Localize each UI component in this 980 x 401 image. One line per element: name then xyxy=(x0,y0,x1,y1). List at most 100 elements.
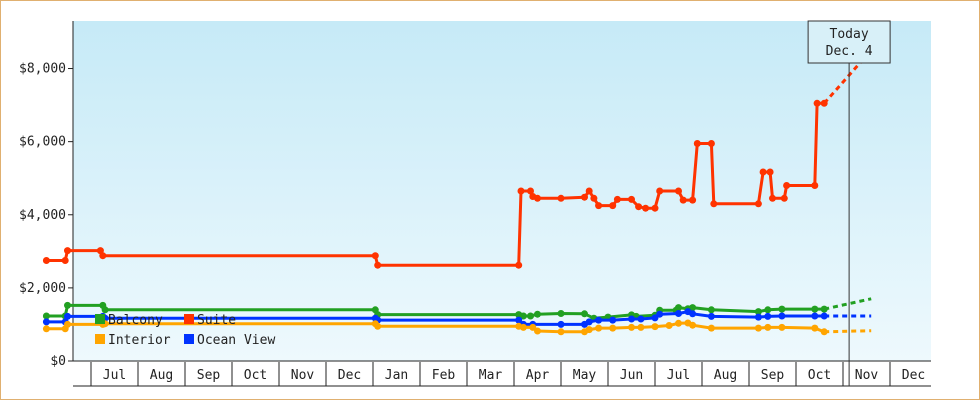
month-label: Dec xyxy=(338,368,361,383)
month-label: May xyxy=(573,368,597,383)
data-point xyxy=(637,316,644,323)
data-point xyxy=(595,202,602,209)
data-point xyxy=(656,311,663,318)
data-point xyxy=(43,318,50,325)
month-label: Sep xyxy=(761,368,785,383)
data-point xyxy=(374,262,381,269)
y-tick-label: $0 xyxy=(50,354,66,369)
data-point xyxy=(609,317,616,324)
data-point xyxy=(43,257,50,264)
data-point xyxy=(628,196,635,203)
legend-swatch xyxy=(184,334,194,344)
month-label: Feb xyxy=(432,368,456,383)
data-point xyxy=(558,195,565,202)
data-point xyxy=(637,324,644,331)
data-point xyxy=(520,324,527,331)
data-point xyxy=(811,313,818,320)
data-point xyxy=(515,262,522,269)
y-tick-label: $4,000 xyxy=(19,208,66,223)
data-point xyxy=(675,310,682,317)
data-point xyxy=(821,328,828,335)
data-point xyxy=(689,322,696,329)
data-point xyxy=(710,200,717,207)
data-point xyxy=(755,200,762,207)
month-label: Oct xyxy=(808,368,831,383)
month-label: Mar xyxy=(479,368,503,383)
data-point xyxy=(609,325,616,332)
data-point xyxy=(778,313,785,320)
data-point xyxy=(590,195,597,202)
legend-label: Interior xyxy=(108,333,171,348)
data-point xyxy=(558,310,565,317)
data-point xyxy=(689,197,696,204)
data-point xyxy=(814,100,821,107)
data-point xyxy=(62,257,69,264)
data-point xyxy=(64,321,71,328)
data-point xyxy=(652,205,659,212)
data-point xyxy=(778,306,785,313)
data-point xyxy=(64,313,71,320)
data-point xyxy=(675,320,682,327)
data-point xyxy=(595,325,602,332)
data-point xyxy=(764,306,771,313)
data-point xyxy=(760,169,767,176)
data-point xyxy=(708,140,715,147)
legend-swatch xyxy=(95,334,105,344)
data-point xyxy=(43,325,50,332)
month-label: Jul xyxy=(667,368,690,383)
data-point xyxy=(821,306,828,313)
data-point xyxy=(781,195,788,202)
data-point xyxy=(783,182,790,189)
data-point xyxy=(680,197,687,204)
data-point xyxy=(518,188,525,195)
data-point xyxy=(581,310,588,317)
legend-label: Balcony xyxy=(108,313,163,328)
data-point xyxy=(586,318,593,325)
data-point xyxy=(586,326,593,333)
month-label: Jul xyxy=(103,368,126,383)
data-point xyxy=(708,313,715,320)
data-point xyxy=(64,247,71,254)
data-point xyxy=(609,202,616,209)
month-label: Jun xyxy=(620,368,643,383)
data-point xyxy=(635,203,642,210)
data-point xyxy=(708,325,715,332)
month-label: Sep xyxy=(197,368,221,383)
month-label: Aug xyxy=(714,368,737,383)
data-point xyxy=(755,314,762,321)
data-point xyxy=(581,194,588,201)
data-point xyxy=(642,205,649,212)
data-point xyxy=(811,306,818,313)
data-point xyxy=(628,316,635,323)
legend-swatch xyxy=(184,314,194,324)
data-point xyxy=(534,311,541,318)
data-point xyxy=(652,323,659,330)
legend-label: Suite xyxy=(197,313,236,328)
month-label: Aug xyxy=(150,368,173,383)
data-point xyxy=(811,182,818,189)
data-point xyxy=(764,324,771,331)
data-point xyxy=(755,325,762,332)
data-point xyxy=(821,100,828,107)
today-label: Today xyxy=(830,27,869,42)
data-point xyxy=(764,313,771,320)
data-point xyxy=(558,321,565,328)
data-point xyxy=(558,328,565,335)
month-label: Oct xyxy=(244,368,267,383)
data-point xyxy=(372,252,379,259)
data-point xyxy=(769,195,776,202)
data-point xyxy=(694,140,701,147)
data-point xyxy=(374,323,381,330)
data-point xyxy=(675,188,682,195)
data-point xyxy=(99,252,106,259)
legend-swatch xyxy=(95,314,105,324)
data-point xyxy=(534,328,541,335)
x-axis: Jul Aug Sep Oct Nov Dec Jan Feb Mar Apr May Jun Jul A… xyxy=(73,362,931,386)
data-point xyxy=(666,322,673,329)
data-point xyxy=(614,196,621,203)
data-point xyxy=(811,325,818,332)
data-point xyxy=(821,313,828,320)
data-point xyxy=(656,188,663,195)
data-point xyxy=(534,195,541,202)
